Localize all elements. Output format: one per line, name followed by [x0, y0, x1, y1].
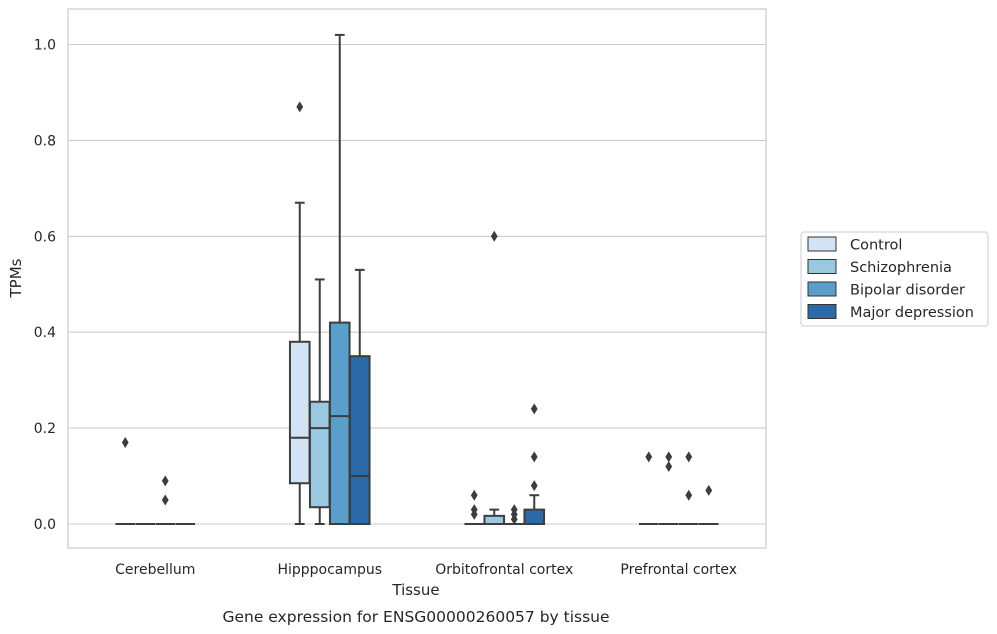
box-bipolar-disorder [328, 33, 351, 525]
x-tick-label: Orbitofrontal cortex [435, 562, 573, 578]
outlier-point [685, 451, 693, 463]
grid-lines [68, 43, 766, 525]
outlier-point [665, 460, 673, 472]
box-body [288, 340, 311, 485]
legend: Control Schizophrenia Bipolar disorder Majo… [800, 231, 989, 327]
chart-caption: Gene expression for ENSG00000260057 by t… [222, 608, 609, 626]
box-bipolar-disorder [678, 451, 699, 525]
legend-swatch [807, 259, 837, 274]
box-major-depression [698, 484, 719, 525]
legend-frame [800, 231, 989, 327]
y-tick-label: 0.8 [34, 133, 56, 149]
x-tick-label: Prefrontal cortex [620, 562, 737, 578]
outlier-point [685, 489, 693, 501]
box-major-depression [523, 403, 546, 525]
box-control [288, 101, 311, 525]
legend-label: Major depression [850, 305, 974, 321]
legend-label: Control [850, 238, 902, 254]
box-schizophrenia [658, 451, 679, 525]
outlier-point [296, 101, 304, 113]
outlier-point [665, 451, 673, 463]
y-axis-label: TPMs [7, 258, 25, 298]
legend-label: Schizophrenia [850, 260, 952, 276]
outlier-point [530, 480, 538, 492]
legend-label: Bipolar disorder [850, 283, 965, 299]
y-tick-label: 1.0 [34, 38, 56, 54]
box-plot-series [115, 33, 719, 526]
box-schizophrenia [308, 278, 331, 525]
outlier-point [510, 504, 518, 516]
x-tick-label: Hipppocampus [277, 562, 382, 578]
y-tick-label: 0.2 [34, 421, 56, 437]
box-schizophrenia [483, 230, 506, 526]
x-tick-label: Cerebellum [115, 562, 195, 578]
outlier-point [161, 475, 169, 487]
plot-frame [67, 8, 767, 549]
box-control [464, 489, 485, 525]
box-body [523, 508, 546, 525]
outlier-point [490, 230, 498, 242]
y-axis-ticks: 0.0 0.2 0.4 0.6 0.8 1.0 [34, 38, 56, 534]
y-tick-label: 0.4 [34, 325, 56, 341]
box-body [308, 400, 331, 509]
y-tick-label: 0.6 [34, 229, 56, 245]
x-axis-label: Tissue [391, 581, 439, 599]
outlier-point [470, 489, 478, 501]
box-bipolar-disorder [504, 504, 525, 525]
box-bipolar-disorder [155, 475, 176, 525]
box-major-depression [348, 268, 371, 525]
outlier-point [705, 484, 713, 496]
outlier-point [470, 504, 478, 516]
outlier-point [121, 436, 129, 448]
legend-swatch [807, 281, 837, 297]
box-body [348, 355, 371, 525]
outlier-point [645, 451, 653, 463]
legend-swatch [807, 304, 837, 319]
outlier-point [530, 403, 538, 415]
outlier-point [530, 451, 538, 463]
box-body [328, 321, 351, 525]
box-control [638, 451, 659, 525]
y-tick-label: 0.0 [34, 517, 56, 533]
box-control [115, 436, 136, 525]
legend-swatch [807, 236, 837, 252]
x-axis-ticks: Cerebellum Hipppocampus Orbitofrontal cort… [115, 562, 737, 578]
outlier-point [161, 494, 169, 506]
box-body [483, 514, 506, 526]
